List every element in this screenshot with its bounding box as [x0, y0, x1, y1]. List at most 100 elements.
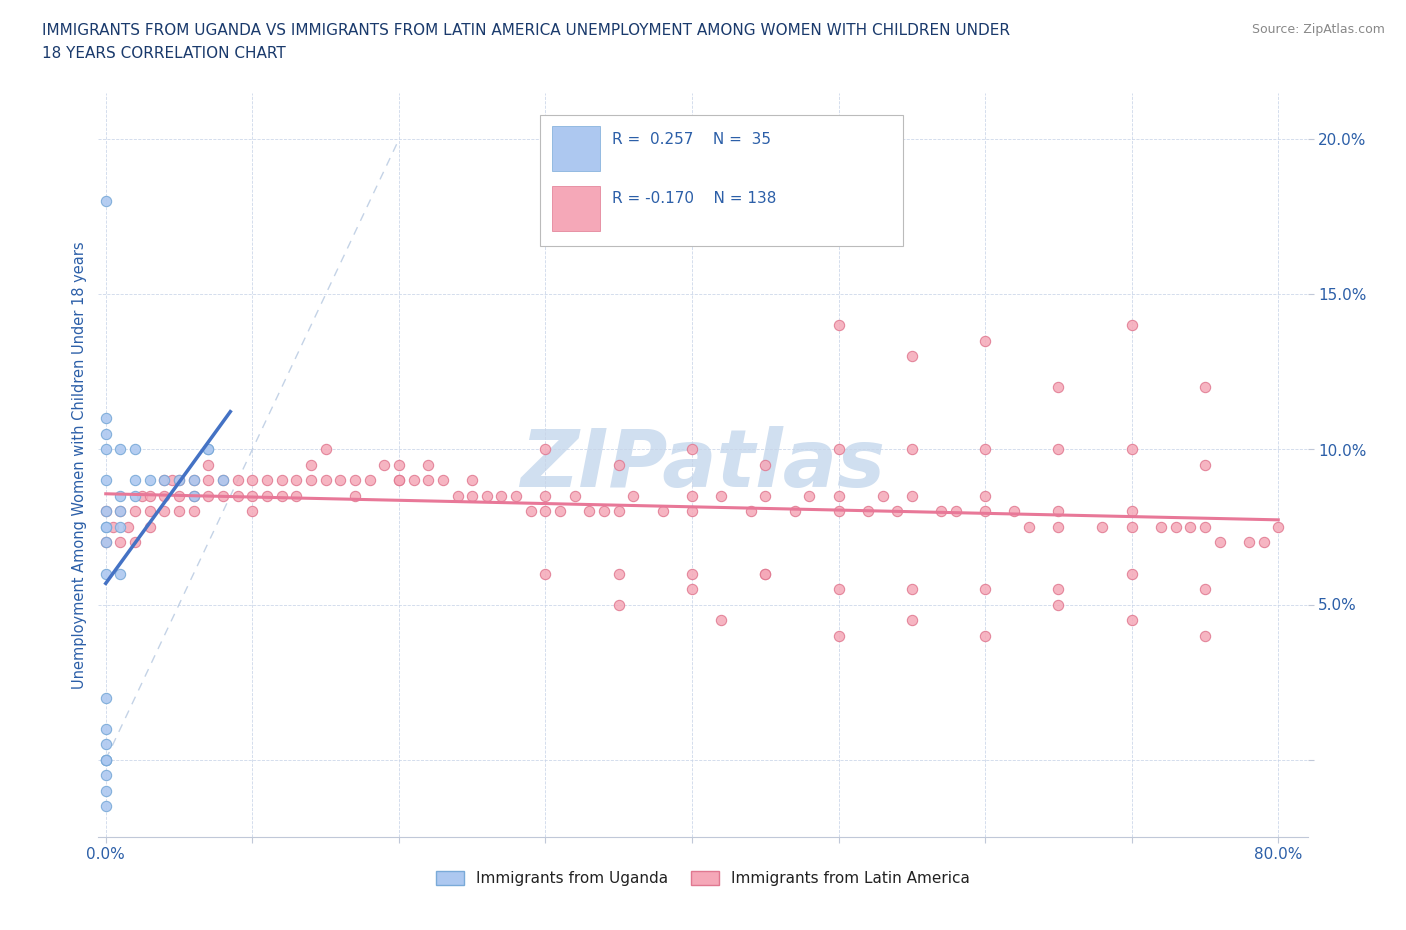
Point	[240, 504, 263, 519]
Point	[124, 473, 146, 488]
Point	[138, 504, 160, 519]
Point	[94, 690, 117, 705]
Point	[432, 473, 454, 488]
Point	[94, 752, 117, 767]
Point	[110, 488, 132, 503]
Point	[110, 520, 132, 535]
Point	[1047, 597, 1070, 612]
Text: R =  0.257    N =  35: R = 0.257 N = 35	[613, 132, 772, 147]
Point	[226, 488, 249, 503]
Point	[183, 473, 205, 488]
Point	[138, 520, 160, 535]
Point	[651, 504, 673, 519]
Point	[607, 597, 630, 612]
Point	[183, 488, 205, 503]
Point	[1091, 520, 1114, 535]
Point	[418, 473, 440, 488]
Point	[94, 442, 117, 457]
Point	[827, 628, 849, 643]
Point	[138, 488, 160, 503]
Y-axis label: Unemployment Among Women with Children Under 18 years: Unemployment Among Women with Children U…	[72, 241, 87, 689]
Point	[167, 473, 190, 488]
Point	[1121, 613, 1143, 628]
Point	[117, 520, 139, 535]
Point	[131, 488, 153, 503]
Point	[226, 473, 249, 488]
Point	[183, 504, 205, 519]
Point	[901, 488, 924, 503]
Point	[153, 473, 176, 488]
Legend: Immigrants from Uganda, Immigrants from Latin America: Immigrants from Uganda, Immigrants from …	[430, 865, 976, 893]
Point	[94, 194, 117, 209]
Point	[418, 458, 440, 472]
Point	[94, 783, 117, 798]
Point	[94, 535, 117, 550]
Point	[1004, 504, 1026, 519]
Point	[402, 473, 425, 488]
Point	[1047, 520, 1070, 535]
Point	[1047, 581, 1070, 596]
Point	[388, 473, 411, 488]
Point	[1194, 520, 1216, 535]
Point	[94, 767, 117, 782]
Point	[710, 488, 733, 503]
Point	[607, 566, 630, 581]
Point	[94, 535, 117, 550]
Point	[1164, 520, 1187, 535]
Point	[827, 318, 849, 333]
Point	[681, 488, 703, 503]
Point	[1018, 520, 1040, 535]
Point	[475, 488, 498, 503]
Point	[299, 458, 322, 472]
Point	[94, 799, 117, 814]
Point	[945, 504, 967, 519]
Text: IMMIGRANTS FROM UGANDA VS IMMIGRANTS FROM LATIN AMERICA UNEMPLOYMENT AMONG WOMEN: IMMIGRANTS FROM UGANDA VS IMMIGRANTS FRO…	[42, 23, 1010, 38]
Point	[461, 488, 484, 503]
Point	[974, 442, 997, 457]
Point	[329, 473, 352, 488]
Point	[1121, 504, 1143, 519]
Point	[901, 581, 924, 596]
Point	[101, 520, 124, 535]
Point	[124, 535, 146, 550]
Point	[138, 473, 160, 488]
Point	[1267, 520, 1289, 535]
Point	[1047, 380, 1070, 395]
Point	[153, 473, 176, 488]
Point	[974, 334, 997, 349]
Point	[901, 349, 924, 364]
FancyBboxPatch shape	[551, 126, 600, 171]
Point	[197, 458, 219, 472]
Point	[1194, 380, 1216, 395]
Point	[197, 473, 219, 488]
Point	[212, 473, 235, 488]
Point	[740, 504, 762, 519]
Point	[299, 473, 322, 488]
Point	[110, 504, 132, 519]
Text: R = -0.170    N = 138: R = -0.170 N = 138	[613, 192, 776, 206]
Point	[783, 504, 806, 519]
Point	[1121, 318, 1143, 333]
Point	[94, 520, 117, 535]
Point	[94, 752, 117, 767]
Point	[974, 504, 997, 519]
Point	[183, 488, 205, 503]
Point	[124, 504, 146, 519]
Point	[710, 613, 733, 628]
Point	[754, 458, 776, 472]
Point	[110, 504, 132, 519]
Point	[872, 488, 894, 503]
Point	[520, 504, 543, 519]
Point	[827, 442, 849, 457]
Point	[256, 488, 278, 503]
Point	[534, 504, 557, 519]
Point	[856, 504, 879, 519]
Point	[240, 473, 263, 488]
Point	[681, 581, 703, 596]
Point	[343, 473, 366, 488]
Point	[285, 473, 308, 488]
Point	[505, 488, 527, 503]
Point	[270, 473, 292, 488]
Point	[197, 442, 219, 457]
Point	[94, 473, 117, 488]
